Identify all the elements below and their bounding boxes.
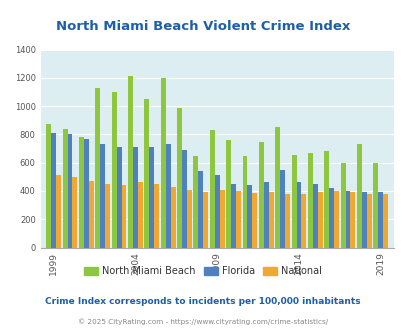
Bar	[79, 137, 84, 248]
Bar	[328, 188, 333, 248]
Bar	[356, 144, 361, 248]
Bar	[345, 191, 350, 248]
Bar	[214, 175, 219, 248]
Legend: North Miami Beach, Florida, National: North Miami Beach, Florida, National	[80, 262, 325, 280]
Bar	[275, 127, 279, 248]
Bar	[279, 170, 284, 248]
Bar	[301, 194, 306, 248]
Bar	[317, 192, 322, 248]
Bar	[116, 147, 121, 248]
Bar	[193, 155, 198, 248]
Bar	[144, 99, 149, 248]
Bar	[242, 155, 247, 248]
Bar	[165, 144, 170, 248]
Bar	[235, 191, 240, 248]
Bar	[186, 190, 192, 248]
Bar	[324, 150, 328, 248]
Bar	[84, 139, 89, 248]
Bar	[230, 184, 235, 248]
Bar	[263, 182, 268, 248]
Bar	[258, 142, 263, 248]
Bar	[62, 129, 67, 248]
Text: © 2025 CityRating.com - https://www.cityrating.com/crime-statistics/: © 2025 CityRating.com - https://www.city…	[78, 318, 327, 325]
Bar	[219, 190, 224, 248]
Bar	[67, 134, 72, 248]
Bar	[296, 182, 301, 248]
Bar	[95, 88, 100, 248]
Bar	[133, 147, 138, 248]
Bar	[350, 192, 354, 248]
Bar	[198, 171, 203, 248]
Bar	[46, 124, 51, 248]
Bar	[333, 191, 338, 248]
Bar	[138, 182, 143, 248]
Bar	[268, 192, 273, 248]
Bar	[111, 92, 116, 248]
Bar	[361, 192, 366, 248]
Bar	[252, 193, 257, 248]
Bar	[373, 163, 377, 248]
Bar	[105, 184, 110, 248]
Bar	[291, 155, 296, 248]
Bar	[121, 185, 126, 248]
Text: Crime Index corresponds to incidents per 100,000 inhabitants: Crime Index corresponds to incidents per…	[45, 297, 360, 307]
Bar	[160, 78, 165, 248]
Bar	[247, 185, 252, 248]
Bar	[226, 140, 230, 248]
Bar	[100, 144, 105, 248]
Bar	[366, 194, 371, 248]
Bar	[128, 76, 133, 248]
Bar	[56, 175, 61, 248]
Bar	[203, 192, 208, 248]
Bar	[154, 184, 159, 248]
Bar	[177, 108, 181, 248]
Bar	[72, 177, 77, 248]
Bar	[377, 192, 382, 248]
Bar	[382, 194, 387, 248]
Bar	[89, 181, 94, 248]
Bar	[170, 187, 175, 248]
Bar	[284, 194, 289, 248]
Text: North Miami Beach Violent Crime Index: North Miami Beach Violent Crime Index	[55, 20, 350, 33]
Bar	[312, 184, 317, 248]
Bar	[307, 153, 312, 248]
Bar	[340, 163, 345, 248]
Bar	[51, 133, 56, 248]
Bar	[209, 130, 214, 248]
Bar	[149, 147, 154, 248]
Bar	[181, 150, 186, 248]
